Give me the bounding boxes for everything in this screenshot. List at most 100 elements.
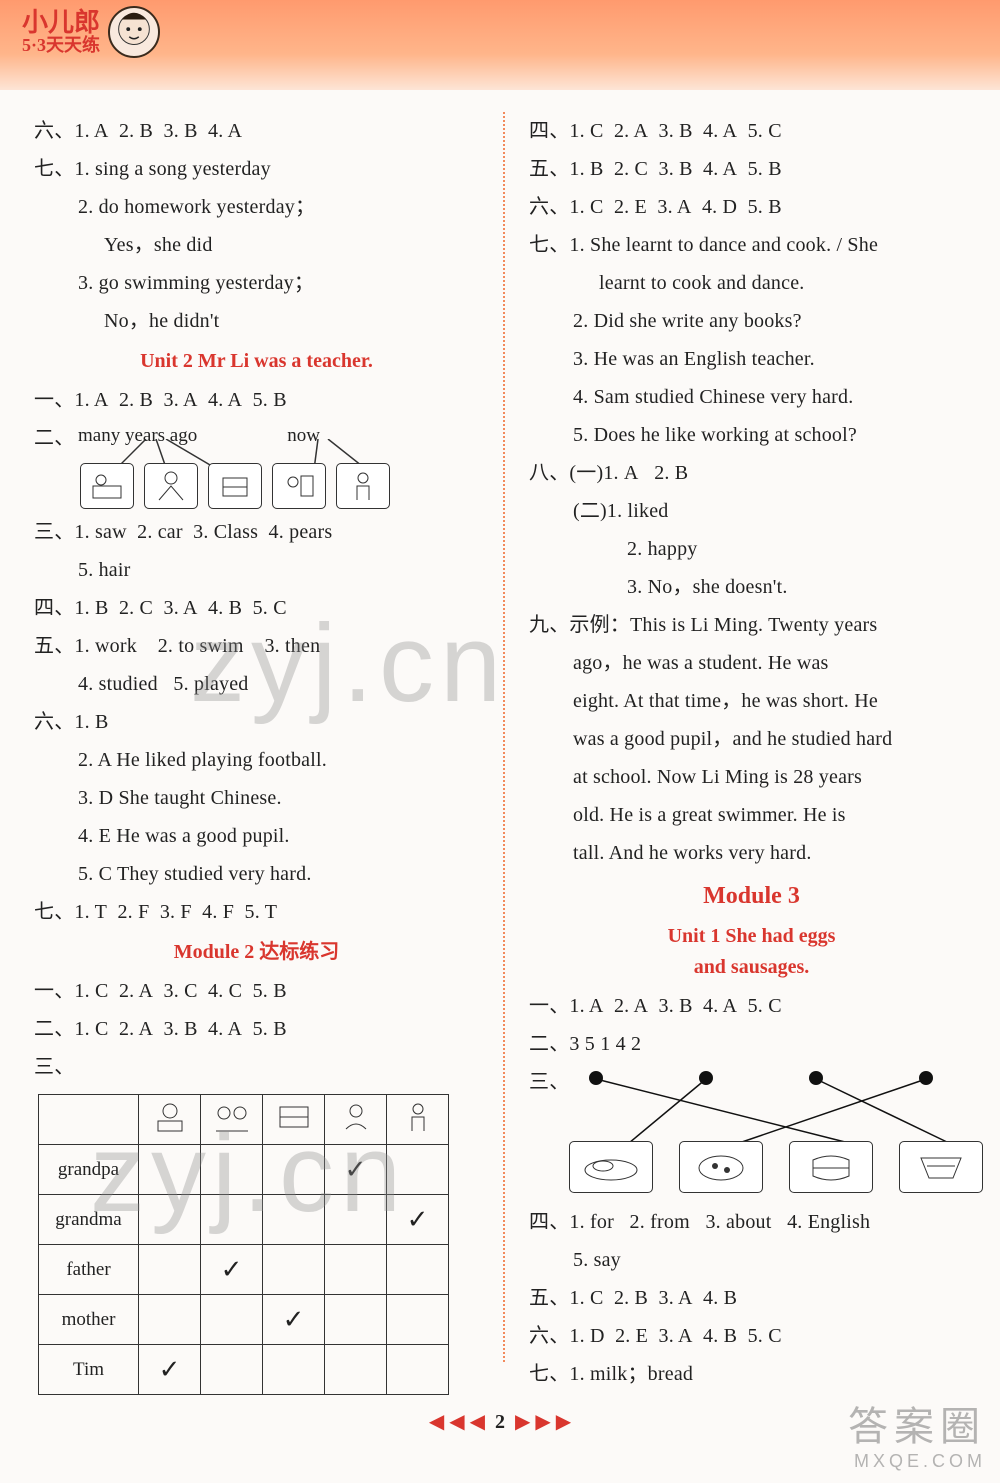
answer: 4. A — [703, 995, 737, 1017]
answer: 3. B — [659, 995, 693, 1017]
answer: 3. A — [657, 196, 691, 218]
answer: 1. C — [569, 120, 603, 142]
answer: 4. D — [702, 196, 737, 218]
table-cell — [263, 1145, 325, 1195]
answer: 5. C — [748, 120, 782, 142]
answer: 2. E — [614, 196, 647, 218]
answer: 4. B — [703, 1325, 737, 1347]
answer: 2. B — [119, 389, 153, 411]
answer: 3. A — [164, 597, 198, 619]
answer: 4. A — [703, 158, 737, 180]
module-heading: Module 2 达标练习 — [34, 937, 479, 968]
answer: 1. A — [74, 120, 108, 142]
answer: 2. happy — [627, 538, 697, 560]
answer: 5. B — [748, 158, 782, 180]
sec-label: 四、 — [34, 589, 74, 627]
sec-label: 三、 — [34, 513, 74, 551]
answer: 1. sing a song yesterday — [74, 158, 270, 180]
paragraph-text: old. He is a great swimmer. He is — [573, 804, 846, 826]
answer: 4. A — [703, 120, 737, 142]
answer: 2. to swim — [158, 635, 244, 657]
sec-label: 七、 — [34, 150, 74, 188]
paragraph-text: at school. Now Li Ming is 28 years — [573, 766, 862, 788]
food-icon — [679, 1141, 763, 1193]
answer: 3. B — [164, 1018, 198, 1040]
table-cell — [387, 1345, 449, 1395]
matching-diagram — [549, 1065, 974, 1195]
table-cell — [263, 1245, 325, 1295]
page-number: 2 — [495, 1411, 505, 1433]
answer: 1. T — [74, 901, 107, 923]
answer: 3. A — [164, 389, 198, 411]
answer: 5. B — [253, 389, 287, 411]
unit-heading: Unit 2 Mr Li was a teacher. — [34, 346, 479, 377]
page-header: 小儿郎 5·3天天练 — [0, 0, 1000, 90]
answer: 1. milk；bread — [569, 1363, 693, 1385]
answer: 5. B — [253, 1018, 287, 1040]
answer: 5. Does he like working at school? — [573, 424, 857, 446]
table-cell — [201, 1345, 263, 1395]
answer: 1. C — [74, 980, 108, 1002]
sec-label: 六、 — [529, 188, 569, 226]
example-lead: 示例： — [569, 614, 630, 636]
table-cell: ✓ — [201, 1245, 263, 1295]
sec-label: 四、 — [529, 112, 569, 150]
activity-icon — [272, 463, 326, 509]
activity-icon — [336, 463, 390, 509]
activity-icon — [80, 463, 134, 509]
brand-top: 小儿郎 — [22, 9, 100, 36]
unit-heading: Unit 1 She had eggs — [529, 921, 974, 952]
table-header-icon — [325, 1095, 387, 1145]
answer: 5. T — [245, 901, 278, 923]
answer: No，he didn't — [104, 310, 219, 332]
answer: 3. Class — [193, 521, 258, 543]
sec-label: 七、 — [34, 893, 74, 931]
answer: 1. A — [569, 995, 603, 1017]
answer: 2. A — [119, 980, 153, 1002]
answer: (一)1. A — [569, 462, 638, 484]
right-column: 四、1. C 2. A 3. B 4. A 5. C 五、1. B 2. C 3… — [529, 112, 974, 1399]
answer: 2. Did she write any books? — [573, 310, 802, 332]
answer: 5. B — [253, 980, 287, 1002]
sec-label: 七、 — [529, 1355, 569, 1393]
answer: 3. C — [164, 980, 198, 1002]
sec-label: 三、 — [34, 1048, 74, 1086]
answer: 4. English — [787, 1211, 870, 1233]
paragraph-text: ago，he was a student. He was — [573, 652, 829, 674]
paragraph-text: eight. At that time，he was short. He — [573, 690, 878, 712]
answer: 1. B — [74, 597, 108, 619]
sec-label: 五、 — [529, 1279, 569, 1317]
brand-sub: 5·3天天练 — [22, 36, 100, 55]
answer: 4. studied — [78, 673, 158, 695]
paragraph-text: This is Li Ming. Twenty years — [630, 614, 877, 636]
answer: 4. B — [208, 597, 242, 619]
sec-label: 九、 — [529, 606, 569, 644]
pager-right-icon: ▶ ▶ ▶ — [515, 1411, 571, 1433]
answer: 5. C — [253, 597, 287, 619]
answer: 4. F — [202, 901, 234, 923]
answer: 3. then — [264, 635, 320, 657]
answer: 1. A — [74, 389, 108, 411]
table-cell — [263, 1345, 325, 1395]
food-icon — [789, 1141, 873, 1193]
answer: 3. F — [160, 901, 192, 923]
answer: 3. B — [659, 120, 693, 142]
table-cell — [325, 1295, 387, 1345]
sec-label: 六、 — [34, 703, 74, 741]
answer: 4. B — [703, 1287, 737, 1309]
answer: 2. A — [119, 1018, 153, 1040]
answer: 3. A — [659, 1287, 693, 1309]
table-row-label: grandma — [39, 1195, 139, 1245]
left-column: 六、1. A 2. B 3. B 4. A 七、1. sing a song y… — [34, 112, 479, 1399]
module-heading: Module 3 — [529, 878, 974, 915]
answer: 2. B — [119, 120, 153, 142]
answer: 4. pears — [269, 521, 333, 543]
answer: 5. say — [573, 1249, 621, 1271]
answer: 1. C — [569, 196, 603, 218]
table-cell — [139, 1195, 201, 1245]
answer: 3. A — [659, 1325, 693, 1347]
answer: 3. D She taught Chinese. — [78, 787, 282, 809]
answer: 1. She learnt to dance and cook. / She — [569, 234, 878, 256]
table-row-label: mother — [39, 1295, 139, 1345]
table-cell — [387, 1145, 449, 1195]
